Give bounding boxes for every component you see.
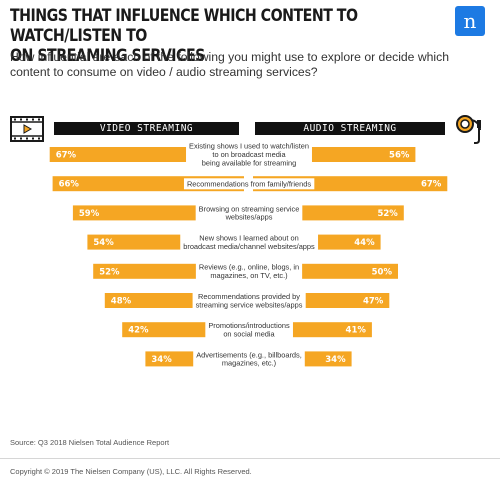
category-label-3: New shows I learned about on broadcast me… [183,234,315,251]
footer-divider [0,458,500,459]
audio-bar-label-3: 44% [354,238,375,248]
video-streaming-header: VIDEO STREAMING [54,122,239,135]
category-label-bg-3 [180,232,319,252]
audio-bar-label-7: 34% [325,355,346,365]
chart-subtitle: How influential are each of the followin… [10,50,449,79]
video-bar-label-2: 59% [79,209,100,219]
audio-bar-label-4: 50% [372,267,393,277]
category-label-2: Browsing on streaming service websites/ap… [199,204,300,221]
video-bar-label-0: 67% [56,151,77,161]
logo-letter: n [463,9,477,33]
video-bar-label-5: 48% [111,297,132,307]
video-bar-label-1: 66% [59,180,80,190]
butterfly-bar-chart: 67% 56% Existing shows I used to watch/lis… [49,140,448,369]
audio-bar-label-2: 52% [377,209,398,219]
category-label-bg-6 [205,320,293,340]
audio-bar-label-1: 67% [421,180,442,190]
source-note: Source: Q3 2018 Nielsen Total Audience R… [10,438,170,447]
audio-bar-label-0: 56% [389,151,410,161]
category-label-bg-4 [195,261,303,282]
category-label-5: Recommendations provided by streaming ser… [196,292,303,309]
category-label-bg-2 [195,203,303,223]
category-label-0: Existing shows I used to watch/listen to … [189,142,309,168]
category-label-bg-5 [192,290,306,311]
audio-streaming-header: AUDIO STREAMING [255,122,445,135]
category-label-7: Advertisements (e.g., billboards, magazin… [196,350,302,367]
video-bar-label-7: 34% [151,355,172,365]
video-bar-label-4: 52% [99,267,120,277]
audio-bar-label-5: 47% [363,297,384,307]
category-label-4: Reviews (e.g., online, blogs, in magazine… [199,263,299,280]
category-label-bg-1 [183,178,315,190]
category-label-bg-0 [186,140,312,169]
video-bar-label-6: 42% [128,326,149,336]
headphones-icon [456,115,481,144]
film-strip-icon [10,116,44,142]
category-label-1: Recommendations from family/friends [187,179,311,188]
category-label-bg-7 [193,349,305,369]
category-label-6: Promotions/introductions on social media [208,321,290,338]
copyright-note: Copyright © 2019 The Nielsen Company (US… [10,467,252,476]
chart-title: THINGS THAT INFLUENCE WHICH CONTENT TO W… [10,6,358,65]
audio-bar-label-6: 41% [346,326,367,336]
video-bar-label-3: 54% [93,238,114,248]
nielsen-logo: n [455,6,485,36]
